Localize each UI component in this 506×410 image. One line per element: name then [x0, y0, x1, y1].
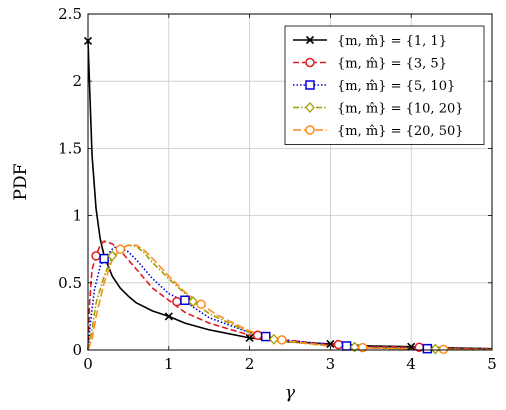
series-2-marker	[252, 330, 263, 340]
legend-label: {m, m̂} = {5, 10}	[337, 79, 455, 94]
series-line-3	[87, 245, 493, 351]
y-tick-label: 2	[72, 72, 82, 90]
x-tick-label: 4	[406, 355, 416, 373]
legend-item: {m, m̂} = {10, 20}	[293, 102, 464, 117]
legend: {m, m̂} = {1, 1} {m, m̂} = {3, 5} {m, m̂} …	[284, 25, 485, 145]
legend-marker	[305, 57, 315, 68]
series-2-marker	[333, 339, 344, 350]
legend-marker	[305, 102, 315, 113]
legend-label: {m, m̂} = {20, 50}	[337, 124, 464, 139]
plot-frame	[87, 13, 493, 351]
x-tick-label: 2	[245, 355, 255, 373]
series-line-5	[87, 244, 493, 351]
legend-label: {m, m̂} = {10, 20}	[337, 102, 464, 117]
series-1-marker	[164, 312, 173, 321]
series-2-marker	[172, 296, 182, 307]
series-1-marker	[245, 333, 254, 342]
y-tick-label: 0.5	[58, 274, 82, 292]
y-tick-label: 1	[72, 207, 82, 225]
y-tick-label: 2.5	[58, 5, 82, 23]
x-tick-label: 5	[487, 355, 497, 373]
series-2-marker	[91, 251, 101, 261]
series-5-marker	[196, 299, 206, 310]
series-4-marker	[107, 250, 118, 262]
legend-item: {m, m̂} = {5, 10}	[293, 79, 455, 94]
series-3-marker	[341, 341, 352, 351]
series-4-marker	[349, 341, 360, 353]
y-tick-label: 0	[72, 341, 82, 359]
series-1-marker	[326, 339, 335, 349]
markers-group	[83, 36, 449, 355]
x-tick-label: 0	[83, 355, 93, 373]
series-5-marker	[438, 344, 449, 355]
legend-item: {m, m̂} = {3, 5}	[293, 57, 447, 72]
ticks-group: 0 1 2 3 4 5 0 0.5 1 1.5 2 2.5	[58, 5, 497, 373]
legend-marker	[305, 35, 315, 45]
y-axis-title: PDF	[11, 163, 31, 200]
series-4-marker	[268, 333, 279, 345]
legend-label: {m, m̂} = {3, 5}	[337, 57, 447, 72]
legend-item: {m, m̂} = {1, 1}	[293, 34, 447, 49]
series-3-marker	[180, 295, 190, 306]
series-line-4	[87, 244, 493, 351]
legend-marker	[305, 80, 315, 90]
series-3-marker	[99, 253, 109, 264]
legend-label: {m, m̂} = {1, 1}	[337, 34, 447, 49]
x-tick-label: 3	[326, 355, 336, 373]
series-4-marker	[188, 296, 198, 308]
series-5-marker	[115, 244, 126, 254]
series-3-marker	[422, 343, 433, 354]
legend-marker	[305, 125, 315, 135]
series-5-marker	[277, 335, 287, 345]
legend-item: {m, m̂} = {20, 50}	[293, 124, 464, 139]
y-tick-label: 1.5	[58, 139, 82, 157]
series-4-marker	[430, 343, 441, 355]
x-axis-title: γ	[285, 383, 296, 403]
x-tick-label: 1	[164, 355, 174, 373]
series-3-marker	[261, 331, 271, 342]
